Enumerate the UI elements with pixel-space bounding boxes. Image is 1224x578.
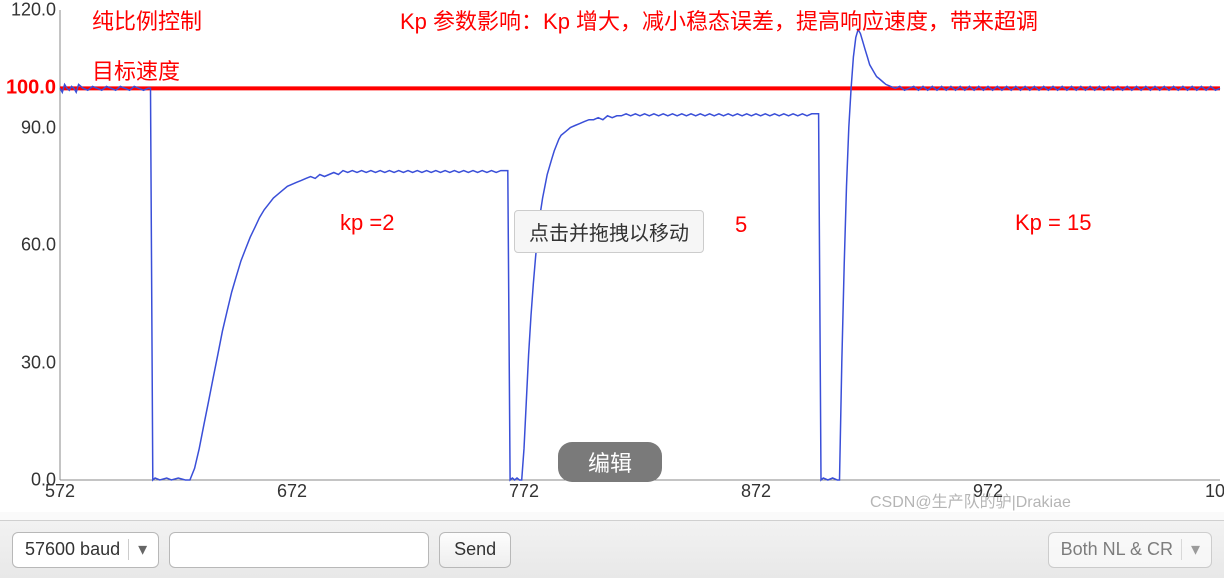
annotation-title-right: Kp 参数影响：Kp 增大，减小稳态误差，提高响应速度，带来超调 — [400, 4, 1038, 36]
annotation-kp2: kp =2 — [340, 210, 394, 236]
line-ending-value: Both NL & CR — [1061, 539, 1173, 560]
x-tick-label: 772 — [509, 481, 539, 502]
annotation-kp5-suffix: 5 — [735, 212, 747, 238]
y-tick-label: 100.0 — [6, 77, 56, 100]
x-tick-label: 107 — [1205, 481, 1224, 502]
serial-input[interactable] — [169, 532, 429, 568]
baud-value: 57600 baud — [25, 539, 120, 560]
baud-select[interactable]: 57600 baud ▾ — [12, 532, 159, 568]
y-tick-label: 120.0 — [11, 0, 56, 21]
x-tick-label: 572 — [45, 481, 75, 502]
x-tick-label: 672 — [277, 481, 307, 502]
send-button[interactable]: Send — [439, 532, 511, 568]
annotation-title-left: 纯比例控制 — [92, 4, 202, 36]
x-tick-label: 972 — [973, 481, 1003, 502]
line-ending-select[interactable]: Both NL & CR ▾ — [1048, 532, 1212, 568]
serial-toolbar: 57600 baud ▾ Send Both NL & CR ▾ — [0, 520, 1224, 578]
y-tick-label: 90.0 — [21, 117, 56, 138]
x-tick-label: 872 — [741, 481, 771, 502]
chevron-down-icon: ▾ — [1181, 539, 1205, 560]
watermark: CSDN@生产队的驴|Drakiae — [870, 488, 1071, 512]
chevron-down-icon: ▾ — [128, 539, 152, 560]
annotation-target-label: 目标速度 — [92, 54, 180, 86]
chart-area: 纯比例控制 Kp 参数影响：Kp 增大，减小稳态误差，提高响应速度，带来超调 目… — [0, 0, 1224, 512]
y-tick-label: 30.0 — [21, 352, 56, 373]
annotation-kp15: Kp = 15 — [1015, 210, 1091, 236]
drag-tooltip: 点击并拖拽以移动 — [514, 210, 704, 253]
edit-pill[interactable]: 编辑 — [558, 442, 662, 482]
y-tick-label: 60.0 — [21, 235, 56, 256]
